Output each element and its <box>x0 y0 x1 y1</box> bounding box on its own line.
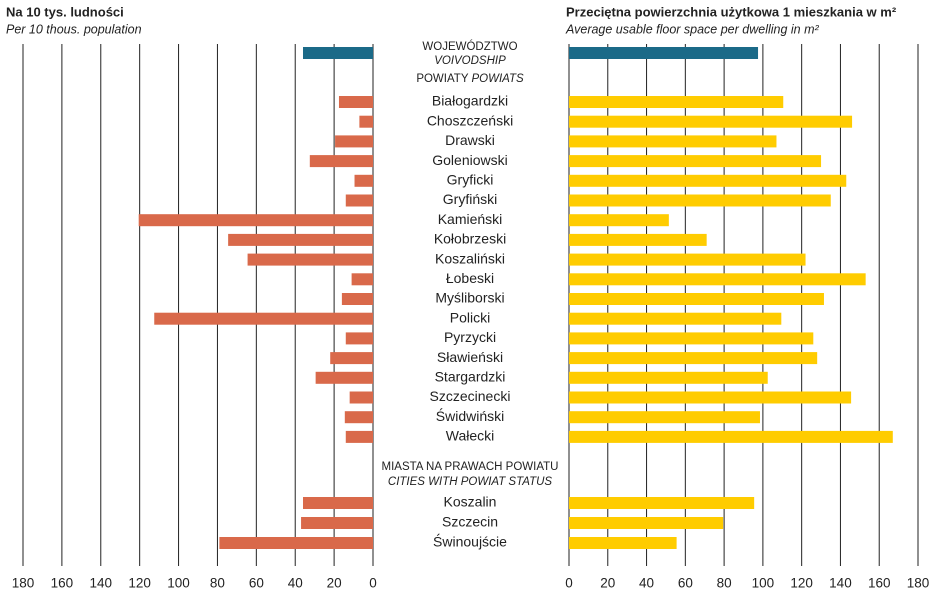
bar <box>569 517 724 529</box>
category-label: Świnoujście <box>433 533 507 550</box>
bar <box>330 352 373 365</box>
right-subtitle: Average usable floor space per dwelling … <box>565 22 820 36</box>
category-label: Sławieński <box>437 349 503 365</box>
x-tick-label: 80 <box>210 576 225 591</box>
bar <box>569 115 853 128</box>
x-tick-label: 20 <box>327 576 342 591</box>
category-label: Szczecin <box>442 514 498 530</box>
category-label: Gryfiński <box>443 191 497 207</box>
bar <box>138 214 373 227</box>
bar <box>335 135 373 148</box>
x-tick-label: 120 <box>128 576 151 591</box>
bar <box>219 537 373 549</box>
bar <box>569 47 759 59</box>
x-tick-label: 0 <box>369 576 377 591</box>
powiats-en: POWIATS <box>472 73 525 85</box>
bar <box>154 312 373 325</box>
right-title: Przeciętna powierzchnia użytkowa 1 miesz… <box>566 4 897 19</box>
bar <box>569 391 852 404</box>
category-label: Stargardzki <box>435 369 506 385</box>
bar <box>569 371 768 384</box>
bar <box>569 194 831 207</box>
left-subtitle: Per 10 thous. population <box>6 22 142 36</box>
category-label: Myśliborski <box>435 290 504 306</box>
category-label: Policki <box>450 309 490 325</box>
x-tick-label: 180 <box>12 576 35 591</box>
bar <box>569 253 806 266</box>
x-tick-label: 100 <box>167 576 190 591</box>
bar <box>569 497 755 509</box>
x-tick-label: 140 <box>829 576 852 591</box>
bar <box>359 115 373 128</box>
bar <box>345 194 373 207</box>
bar <box>315 371 373 384</box>
category-label: Koszalin <box>444 494 497 510</box>
x-tick-label: 0 <box>565 576 573 591</box>
bar <box>569 214 669 227</box>
bar <box>569 312 782 325</box>
bar <box>351 273 373 286</box>
x-tick-label: 140 <box>90 576 113 591</box>
bar <box>341 293 373 305</box>
x-tick-label: 40 <box>288 576 303 591</box>
category-label: Koszaliński <box>435 250 505 266</box>
bar <box>569 293 824 305</box>
bar <box>345 332 373 345</box>
bar <box>569 537 677 549</box>
category-label: Wałecki <box>446 428 495 444</box>
x-tick-label: 100 <box>752 576 775 591</box>
bar <box>247 253 373 266</box>
cities-en: CITIES WITH POWIAT STATUS <box>388 476 553 488</box>
bar <box>301 517 373 529</box>
bar <box>569 332 814 345</box>
bar <box>309 155 373 168</box>
category-label: Łobeski <box>446 270 494 286</box>
x-tick-label: 60 <box>249 576 264 591</box>
category-label: Świdwiński <box>436 407 504 424</box>
bar <box>303 47 373 59</box>
bar <box>569 135 777 148</box>
x-tick-label: 120 <box>790 576 813 591</box>
x-tick-label: 180 <box>907 576 930 591</box>
bar <box>349 391 373 404</box>
bar <box>338 96 373 108</box>
bar <box>569 96 784 108</box>
bar <box>569 155 822 168</box>
voivodship-en: VOIVODSHIP <box>434 55 506 67</box>
x-tick-label: 160 <box>51 576 74 591</box>
powiats-header: POWIATY POWIATS <box>416 73 524 85</box>
x-tick-label: 40 <box>639 576 654 591</box>
category-label: Goleniowski <box>432 152 507 168</box>
bar <box>345 430 373 443</box>
category-label: Choszczeński <box>427 112 513 128</box>
category-label: WOJEWÓDZTWO <box>422 40 517 53</box>
category-label: Kołobrzeski <box>434 231 506 247</box>
powiats-pl: POWIATY <box>416 73 469 85</box>
x-tick-label: 80 <box>717 576 732 591</box>
category-label: Gryficki <box>447 172 494 188</box>
bar <box>569 352 818 365</box>
category-label: Szczecinecki <box>430 388 511 404</box>
bar <box>344 411 373 424</box>
bar <box>569 273 866 286</box>
bar <box>569 174 847 187</box>
category-label: Kamieński <box>438 211 503 227</box>
x-tick-label: 20 <box>600 576 615 591</box>
left-title: Na 10 tys. ludności <box>6 4 124 19</box>
category-label: Białogardzki <box>432 93 508 109</box>
cities-pl: MIASTA NA PRAWACH POWIATU <box>382 461 559 473</box>
bar <box>354 174 373 187</box>
bar <box>569 233 707 246</box>
bar <box>569 411 760 424</box>
bar <box>569 430 893 443</box>
category-label: Drawski <box>445 132 495 148</box>
x-tick-label: 60 <box>678 576 693 591</box>
bar <box>303 497 373 509</box>
category-label: Pyrzycki <box>444 329 496 345</box>
x-tick-label: 160 <box>868 576 891 591</box>
bar <box>228 233 373 246</box>
